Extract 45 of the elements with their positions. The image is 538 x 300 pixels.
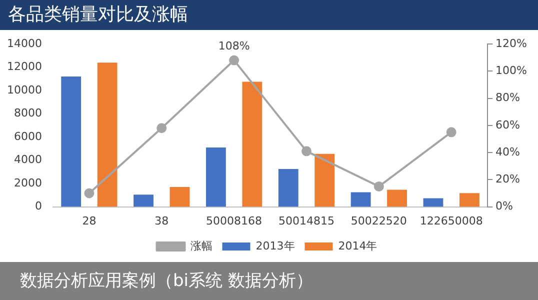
y2-tick-label: 100% xyxy=(496,64,528,77)
bar xyxy=(314,154,335,207)
y-tick-label: 0 xyxy=(34,200,42,213)
bar xyxy=(170,187,190,207)
point xyxy=(156,123,167,134)
y2-tick-label: 0% xyxy=(496,200,514,213)
bar xyxy=(278,169,298,207)
y-tick-label: 12000 xyxy=(6,60,42,74)
x-tick-label: 50014815 xyxy=(278,214,334,228)
y2-tick-label: 60% xyxy=(496,118,520,132)
legend-label: 2013年 xyxy=(256,239,295,252)
y-tick-label: 8000 xyxy=(14,106,42,120)
bar xyxy=(387,190,407,207)
y2-tick-label: 120% xyxy=(496,36,528,50)
data-label: 108% xyxy=(218,40,250,53)
point xyxy=(446,127,456,138)
legend-label: 2014年 xyxy=(338,239,378,252)
point xyxy=(84,188,94,198)
y-tick-label: 2000 xyxy=(14,176,42,190)
y2-tick-label: 80% xyxy=(496,91,520,104)
text: 数据分析应用案例（bi系统 数据分析） xyxy=(0,262,538,300)
y2-tick-label: 20% xyxy=(496,172,520,186)
bar xyxy=(61,76,82,207)
x-tick-label: 38 xyxy=(154,214,169,228)
bar xyxy=(242,82,262,207)
bar xyxy=(459,193,480,207)
y2-tick-label: 40% xyxy=(496,145,520,158)
point xyxy=(374,181,384,192)
x-tick-label: 122650008 xyxy=(420,214,483,228)
legend-label: 涨幅 xyxy=(190,239,212,252)
bar xyxy=(423,198,444,207)
bar xyxy=(97,62,118,207)
bar xyxy=(206,147,226,207)
y-tick-label: 4000 xyxy=(14,153,42,166)
y-tick-label: 10000 xyxy=(6,83,42,96)
bar xyxy=(134,194,154,207)
x-tick-label: 50008168 xyxy=(206,214,262,228)
point xyxy=(229,55,240,66)
y-tick-label: 14000 xyxy=(6,36,42,50)
x-tick-label: 50022520 xyxy=(350,214,407,228)
x-tick-label: 28 xyxy=(82,214,96,228)
point xyxy=(301,146,312,156)
chart-title: 各品类销量对比及涨幅 xyxy=(0,0,538,30)
y-tick-label: 6000 xyxy=(14,130,42,143)
bar xyxy=(350,192,371,207)
